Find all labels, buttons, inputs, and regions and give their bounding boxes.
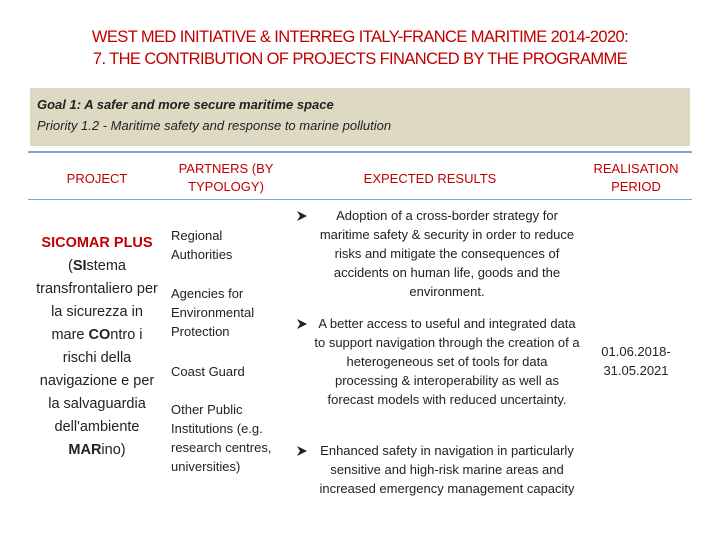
goal: Goal 1: A safer and more secure maritime… [37,97,334,112]
project-name: SICOMAR PLUS [41,235,153,251]
title: WEST MED INITIATIVE & INTERREG ITALY-FRA… [20,26,700,70]
table-rule [28,151,692,153]
column-header: PARTNERS (BY TYPOLOGY) [178,161,274,194]
period: 01.06.2018-31.05.2021 [601,344,671,378]
description-part: ino) [101,442,126,458]
description-part: stema transfrontaliero per la sicurezza … [36,258,158,343]
partner: Agencies for Environmental Protection [171,286,255,339]
title-line: 7. THE CONTRIBUTION OF PROJECTS FINANCED… [92,50,628,68]
column-header: EXPECTED RESULTS [363,171,497,186]
bullet-arrow [297,319,307,329]
partner: Coast Guard [171,364,245,379]
title-line: WEST MED INITIATIVE & INTERREG ITALY-FRA… [91,28,629,46]
result: Enhanced safety in navigation in particu… [297,441,580,498]
description-part: SI [72,258,87,274]
result: Adoption of a cross-border strategy for … [297,206,580,301]
description-part: CO [88,327,111,343]
bullet-shape [297,446,307,456]
partner: Other Public Institutions (e.g. research… [171,402,272,474]
column-header: REALISATION PERIOD [593,161,679,194]
bullet-shape [297,211,307,221]
bullet-arrow [297,446,307,456]
table-rule [28,199,692,200]
goal-box: Goal 1: A safer and more secure maritime… [30,88,690,146]
bullet-shape [297,319,307,329]
project-cell: SICOMAR PLUS (SIstema transfrontaliero p… [34,232,160,462]
description-part: ntro i rischi della navigazione e per la… [39,327,155,435]
description-part: MAR [68,442,102,458]
result: A better access to useful and integrated… [297,314,580,409]
partner: Regional Authorities [171,228,233,262]
project-description: (SIstema transfrontaliero per la sicurez… [34,255,160,462]
description-part: ( [67,258,73,274]
priority: Priority 1.2 - Maritime safety and respo… [37,118,392,133]
bullet-arrow [297,211,307,221]
column-header: PROJECT [66,171,128,186]
